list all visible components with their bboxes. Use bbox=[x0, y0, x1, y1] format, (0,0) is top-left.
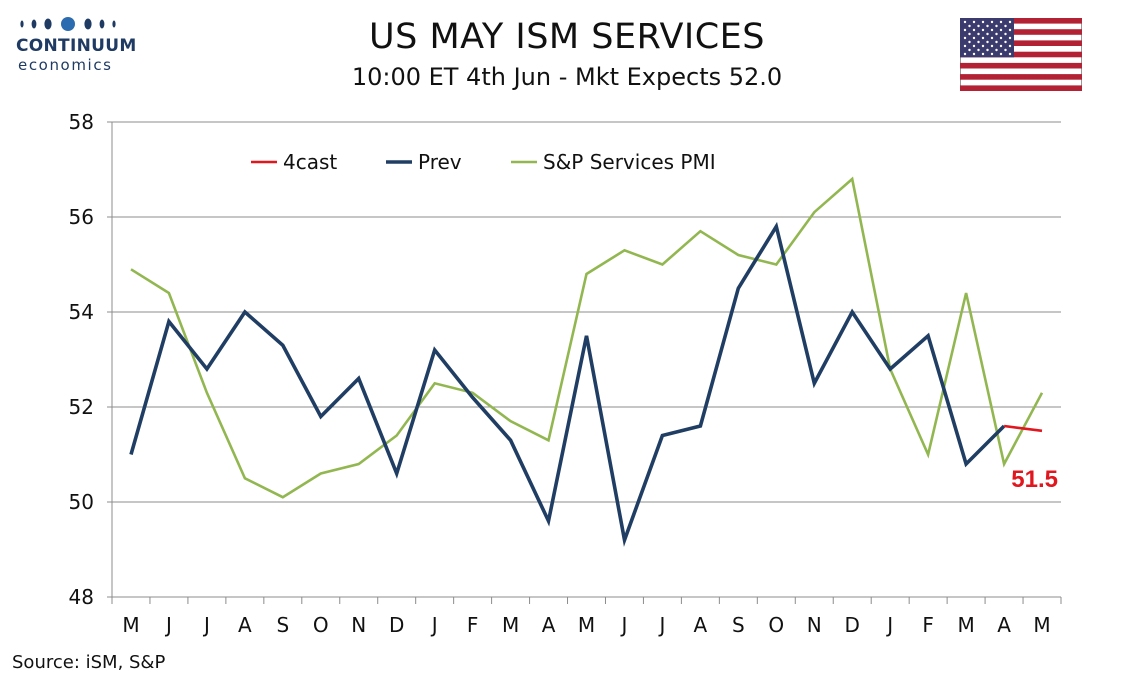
x-tick-label: A bbox=[238, 613, 252, 637]
x-tick-label: N bbox=[351, 613, 366, 637]
x-tick-label: M bbox=[502, 613, 519, 637]
x-tick-label: S bbox=[732, 613, 745, 637]
forecast-annotation: 51.5 bbox=[1011, 466, 1058, 493]
x-tick-label: M bbox=[578, 613, 595, 637]
x-tick-label: A bbox=[542, 613, 556, 637]
x-tick-label: F bbox=[467, 613, 479, 637]
x-tick-label: M bbox=[1033, 613, 1050, 637]
source-note: Source: iSM, S&P bbox=[12, 652, 166, 673]
x-tick-label: M bbox=[957, 613, 974, 637]
x-tick-label: O bbox=[313, 613, 329, 637]
legend-label-4cast: 4cast bbox=[283, 150, 337, 174]
series-line-4cast bbox=[1003, 424, 1043, 433]
x-tick-label: O bbox=[768, 613, 784, 637]
us-flag-icon bbox=[960, 18, 1082, 91]
x-tick-label: A bbox=[997, 613, 1011, 637]
logo-name: CONTINUUM bbox=[16, 36, 137, 56]
x-tick-label: S bbox=[276, 613, 289, 637]
legend-label-prev: Prev bbox=[418, 150, 462, 174]
y-tick-label: 56 bbox=[69, 205, 94, 229]
y-tick-label: 58 bbox=[69, 110, 94, 134]
logo-dots-icon bbox=[20, 17, 116, 31]
continuum-logo: CONTINUUM economics bbox=[14, 14, 137, 74]
y-tick-label: 48 bbox=[69, 585, 94, 609]
x-tick-label: N bbox=[807, 613, 822, 637]
x-tick-label: M bbox=[122, 613, 139, 637]
x-tick-label: J bbox=[657, 613, 665, 637]
series-line-prev bbox=[129, 221, 1006, 547]
x-tick-label: J bbox=[164, 613, 172, 637]
x-tick-label: J bbox=[202, 613, 210, 637]
y-tick-label: 52 bbox=[69, 395, 94, 419]
logo-subtitle: economics bbox=[18, 56, 113, 74]
x-tick-label: J bbox=[620, 613, 628, 637]
x-tick-label: J bbox=[885, 613, 893, 637]
legend-label-s-p-services-pmi: S&P Services PMI bbox=[543, 150, 716, 174]
y-tick-label: 50 bbox=[69, 490, 94, 514]
x-tick-label: D bbox=[845, 613, 860, 637]
y-tick-label: 54 bbox=[69, 300, 94, 324]
x-tick-label: J bbox=[430, 613, 438, 637]
x-tick-label: D bbox=[389, 613, 404, 637]
x-tick-label: F bbox=[922, 613, 934, 637]
chart-subtitle: 10:00 ET 4th Jun - Mkt Expects 52.0 bbox=[351, 63, 783, 91]
chart-title: US MAY ISM SERVICES bbox=[368, 17, 766, 57]
x-tick-label: A bbox=[694, 613, 708, 637]
